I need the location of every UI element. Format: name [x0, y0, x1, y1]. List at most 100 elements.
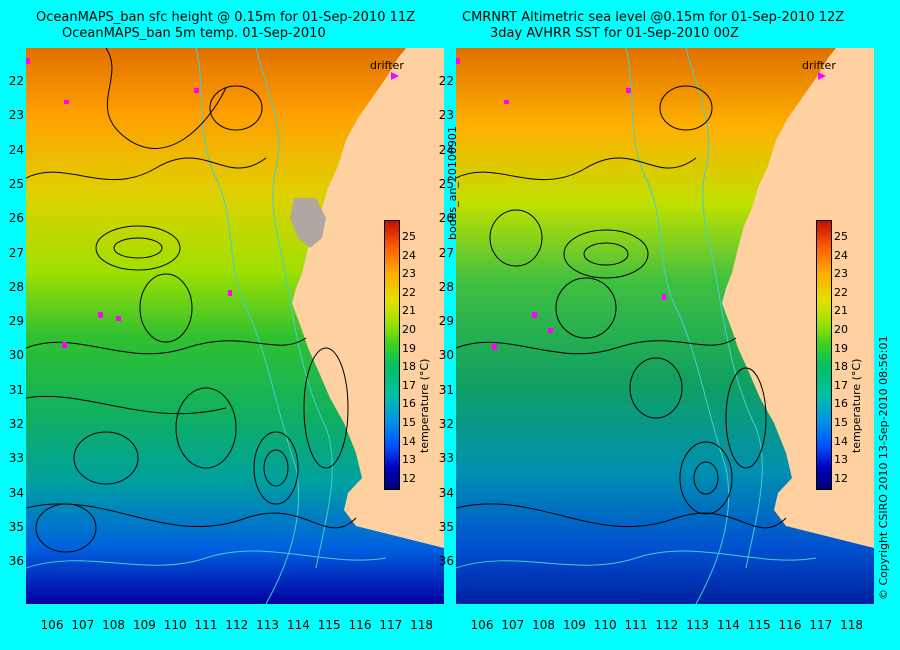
colorbar-tick: 25 [402, 230, 416, 243]
longitude-tick: 108 [102, 618, 126, 632]
sea-level-contours [26, 48, 357, 553]
colorbar-tick: 18 [834, 360, 848, 374]
latitude-tick: 28 [8, 279, 24, 294]
drifter-markers [456, 58, 666, 350]
right-sst-field [456, 48, 874, 604]
latitude-tick: 26 [8, 211, 24, 226]
latitude-tick: 23 [8, 108, 24, 123]
longitude-tick: 114 [286, 618, 310, 632]
colorbar-tick: 17 [834, 378, 848, 392]
colorbar-tick: 16 [402, 397, 416, 411]
colorbar-tick: 20 [834, 323, 848, 336]
longitude-tick: 108 [532, 618, 556, 632]
right-title-line2: 3day AVHRR SST for 01-Sep-2010 00Z [490, 26, 739, 41]
colorbar-tick: 12 [834, 471, 848, 485]
colorbar-tick: 15 [834, 416, 848, 429]
colorbar-tick: 24 [402, 248, 416, 262]
colorbar-tick: 14 [834, 434, 848, 448]
gray-delta [290, 198, 326, 248]
longitude-tick: 114 [716, 618, 740, 632]
latitude-tick: 32 [438, 417, 454, 431]
drifter-markers [26, 58, 232, 348]
colorbar-tick: 17 [402, 378, 416, 392]
longitude-tick: 107 [501, 618, 525, 632]
latitude-tick: 31 [438, 382, 454, 397]
latitude-tick: 27 [438, 245, 454, 260]
latitude-tick: 34 [8, 485, 24, 500]
colorbar-tick: 22 [402, 285, 416, 299]
right-map-panel[interactable]: drifter temperature (°C) [456, 48, 874, 604]
latitude-tick: 22 [8, 74, 24, 88]
longitude-tick: 109 [562, 618, 586, 632]
latitude-tick: 25 [8, 176, 24, 191]
drifter-legend-label: drifter [370, 59, 404, 72]
longitude-tick: 106 [40, 618, 64, 632]
colorbar-tick: 25 [834, 230, 848, 243]
latitude-tick: 27 [8, 245, 24, 260]
colorbar-tick: 21 [834, 304, 848, 318]
right-title-line1: CMRNRT Altimetric sea level @0.15m for 0… [462, 10, 845, 25]
latitude-tick: 22 [438, 74, 454, 88]
latitude-tick: 35 [438, 519, 454, 534]
latitude-tick: 36 [438, 554, 454, 569]
longitude-tick: 116 [348, 618, 372, 632]
colorbar-tick: 19 [402, 341, 416, 355]
colorbar-title: temperature (°C) [418, 358, 431, 453]
latitude-tick: 29 [8, 314, 24, 329]
colorbar-tick: 19 [834, 341, 848, 355]
colorbar-tick: 14 [402, 434, 416, 448]
colorbar-tick: 23 [402, 267, 416, 281]
latitude-tick: 33 [8, 451, 24, 466]
longitude-tick: 107 [71, 618, 95, 632]
longitude-tick: 113 [686, 618, 710, 632]
colorbar-tick: 15 [402, 416, 416, 429]
land-mask [292, 48, 444, 604]
latitude-tick: 35 [8, 519, 24, 534]
colorbar-tick: 16 [834, 397, 848, 411]
longitude-tick: 110 [593, 618, 617, 632]
latitude-tick: 24 [438, 142, 454, 157]
longitude-tick: 112 [225, 618, 249, 632]
drifter-legend-label: drifter [802, 59, 836, 72]
drifter-legend-icon [818, 72, 826, 80]
longitude-tick: 118 [410, 618, 434, 632]
longitude-tick: 112 [655, 618, 679, 632]
latitude-tick: 30 [8, 348, 24, 363]
longitude-tick: 111 [194, 618, 218, 632]
latitude-tick: 26 [438, 211, 454, 226]
colorbar-tick: 20 [402, 323, 416, 336]
colorbar-tick: 21 [402, 304, 416, 318]
longitude-tick: 113 [256, 618, 280, 632]
latitude-tick: 32 [8, 417, 24, 431]
colorbar-tick: 24 [834, 248, 848, 262]
bathymetry-contours [26, 48, 387, 604]
longitude-tick: 110 [163, 618, 187, 632]
latitude-tick: 29 [438, 314, 454, 329]
colorbar-title: temperature (°C) [850, 358, 863, 453]
drifter-legend-icon [391, 72, 399, 80]
copyright-label: © Copyright CSIRO 2010 13-Sep-2010 08:56… [877, 335, 890, 601]
longitude-tick: 106 [470, 618, 494, 632]
colorbar [384, 220, 400, 490]
land-mask [722, 48, 874, 604]
left-sst-field [26, 48, 444, 604]
bathymetry-contours [456, 48, 817, 604]
latitude-tick: 25 [438, 176, 454, 191]
colorbar-tick: 13 [402, 453, 416, 467]
latitude-tick: 36 [8, 554, 24, 569]
longitude-tick: 115 [317, 618, 341, 632]
longitude-tick: 118 [840, 618, 864, 632]
longitude-tick: 117 [809, 618, 833, 632]
colorbar-tick: 22 [834, 285, 848, 299]
latitude-tick: 28 [438, 279, 454, 294]
latitude-tick: 31 [8, 382, 24, 397]
colorbar-tick: 18 [402, 360, 416, 374]
left-title-line2: OceanMAPS_ban 5m temp. 01-Sep-2010 [62, 26, 326, 41]
longitude-tick: 111 [624, 618, 648, 632]
left-map-panel[interactable]: drifter temperature (°C) [26, 48, 444, 604]
colorbar-tick: 23 [834, 267, 848, 281]
latitude-tick: 30 [438, 348, 454, 363]
colorbar [816, 220, 832, 490]
latitude-tick: 34 [438, 485, 454, 500]
longitude-tick: 117 [379, 618, 403, 632]
